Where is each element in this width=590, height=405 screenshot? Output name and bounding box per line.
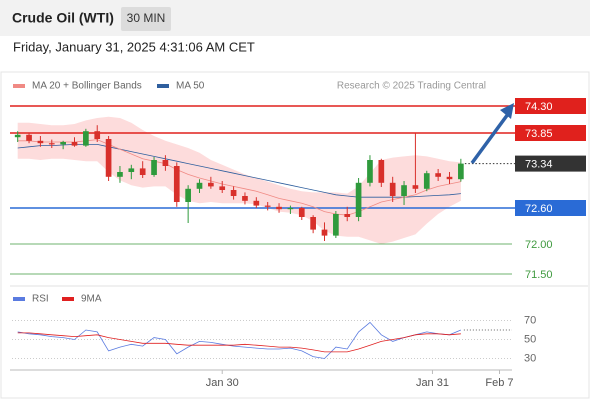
x-tick-label: Jan 30 xyxy=(206,377,239,389)
candle-body xyxy=(71,142,78,146)
candle-body xyxy=(321,229,328,236)
candle-body xyxy=(14,134,21,138)
interval: 30 MIN xyxy=(127,11,166,25)
candle-body xyxy=(310,217,316,230)
candle-body xyxy=(208,182,214,187)
bollinger-band xyxy=(17,116,461,244)
x-tick-label: Jan 31 xyxy=(416,377,449,389)
title: Crude Oil (WTI) xyxy=(12,10,114,26)
candle-body xyxy=(105,139,112,177)
candle-body xyxy=(162,160,169,166)
last-price-label: 73.34 xyxy=(525,159,553,171)
credit: Research © 2025 Trading Central xyxy=(337,81,486,92)
candle-body xyxy=(128,168,135,172)
x-tick-label: Feb 7 xyxy=(485,377,513,389)
level-box xyxy=(515,125,586,141)
candle-body xyxy=(333,214,339,236)
candle-body xyxy=(401,185,407,196)
last-price-box xyxy=(515,155,586,172)
rsi-tick-label: 70 xyxy=(524,314,536,326)
candle-body xyxy=(367,160,373,183)
level-box xyxy=(515,200,586,216)
legend-swatch xyxy=(62,297,74,301)
level-label: 73.85 xyxy=(525,128,553,140)
rsi-tick-label: 30 xyxy=(524,352,536,364)
candle-body xyxy=(94,131,101,139)
interval-badge xyxy=(121,7,171,31)
candle-body xyxy=(298,208,305,217)
candle-body xyxy=(151,160,157,175)
header-bar xyxy=(0,0,590,36)
ma20-line xyxy=(17,139,461,216)
candle-body xyxy=(355,182,362,217)
timestamp: Friday, January 31, 2025 4:31:06 AM CET xyxy=(13,39,255,54)
candle-body xyxy=(287,208,294,210)
legend-swatch xyxy=(157,84,169,88)
arrow-head xyxy=(500,103,514,119)
candle-body xyxy=(60,142,66,145)
level-label: 72.60 xyxy=(525,203,553,215)
level-label: 72.00 xyxy=(525,239,553,251)
candle-body xyxy=(219,186,226,190)
candle-body xyxy=(26,134,32,141)
candle-body xyxy=(389,182,396,196)
candle-body xyxy=(458,163,464,180)
level-label: 74.30 xyxy=(525,101,553,113)
legend-label: MA 50 xyxy=(176,81,205,92)
legend-label: MA 20 + Bollinger Bands xyxy=(32,81,142,92)
candle-body xyxy=(83,131,89,146)
legend-swatch xyxy=(13,297,25,301)
rsi-line xyxy=(17,332,461,353)
candle-body xyxy=(139,168,146,175)
candle-body xyxy=(196,182,203,189)
candle-body xyxy=(48,143,55,145)
candle-body xyxy=(412,185,419,189)
candle-body xyxy=(378,160,385,183)
legend-label: RSI xyxy=(32,294,49,305)
candle-body xyxy=(242,196,248,201)
candle-body xyxy=(264,205,271,207)
candle-body xyxy=(253,200,260,206)
candle-body xyxy=(230,190,237,196)
rsi-tick-label: 50 xyxy=(524,333,536,345)
rsi-line xyxy=(17,321,462,359)
chart-frame xyxy=(0,71,590,399)
legend-label: 9MA xyxy=(81,294,102,305)
legend-swatch xyxy=(13,84,25,88)
candle-body xyxy=(423,173,430,189)
level-box xyxy=(515,98,586,114)
ma50-line xyxy=(17,144,461,198)
candle-body xyxy=(37,140,44,144)
target-arrow xyxy=(470,112,510,165)
candle-body xyxy=(344,214,351,217)
candle-body xyxy=(435,173,441,177)
candle-body xyxy=(276,206,282,210)
candle-body xyxy=(173,166,180,202)
candle-body xyxy=(185,188,191,202)
candle-body xyxy=(446,176,453,180)
level-label: 71.50 xyxy=(525,269,553,281)
candle-body xyxy=(117,172,123,177)
